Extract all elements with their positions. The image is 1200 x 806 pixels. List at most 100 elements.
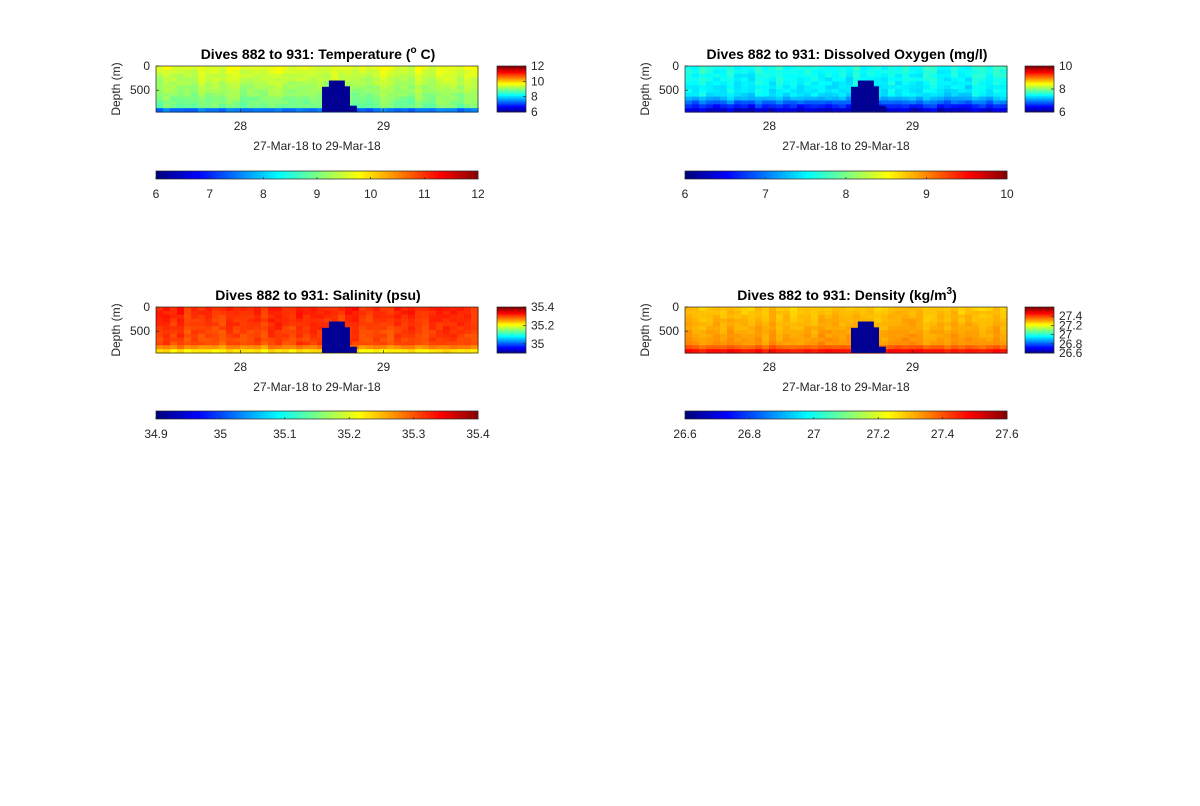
- heatmap-cell: [762, 314, 770, 320]
- heatmap-cell: [1000, 89, 1008, 94]
- heatmap-cell: [818, 318, 826, 323]
- heatmap-cell: [184, 349, 192, 354]
- colorbar-swatch: [321, 411, 326, 419]
- heatmap-cell: [163, 349, 171, 354]
- heatmap-cell: [226, 96, 234, 102]
- heatmap-cell: [303, 337, 311, 343]
- heatmap-cell: [769, 326, 777, 331]
- heatmap-cell: [401, 318, 409, 323]
- heatmap-cell: [811, 314, 819, 320]
- heatmap-cell: [289, 96, 297, 102]
- heatmap-cell: [881, 73, 889, 79]
- heatmap-cell: [471, 333, 479, 339]
- heatmap-cell: [825, 314, 833, 320]
- colorbar-tick-label: 10: [364, 187, 378, 201]
- heatmap-cell: [993, 314, 1001, 320]
- heatmap-cell: [909, 104, 917, 109]
- heatmap-cell: [247, 73, 255, 79]
- heatmap-cell: [303, 310, 311, 316]
- heatmap-cell: [394, 85, 402, 90]
- heatmap-cell: [811, 330, 819, 335]
- heatmap-cell: [979, 92, 987, 98]
- colorbar-swatch: [497, 84, 526, 86]
- heatmap-cell: [289, 100, 297, 105]
- colorbar-swatch: [1025, 308, 1054, 310]
- colorbar-swatch: [393, 171, 398, 179]
- colorbar-tick-label: 9: [923, 187, 930, 201]
- colorbar-swatch: [497, 317, 526, 319]
- colorbar-swatch: [292, 171, 298, 179]
- heatmap-cell: [1000, 77, 1008, 82]
- heatmap-cell: [464, 89, 472, 94]
- heatmap-cell: [359, 85, 367, 90]
- heatmap-cell: [839, 96, 847, 102]
- heatmap-cell: [783, 92, 791, 98]
- colorbar-swatch: [789, 411, 795, 419]
- heatmap-cell: [240, 89, 248, 94]
- heatmap-cell: [296, 77, 304, 82]
- heatmap-cell: [734, 89, 742, 94]
- heatmap-cell: [422, 108, 430, 113]
- heatmap-cell: [457, 326, 465, 331]
- heatmap-cell: [275, 69, 283, 75]
- heatmap-cell: [247, 66, 255, 71]
- colorbar-swatch: [982, 171, 988, 179]
- heatmap-cell: [408, 104, 416, 109]
- colorbar-swatch: [1025, 77, 1054, 80]
- heatmap-cell: [450, 96, 458, 102]
- heatmap-cell: [261, 73, 269, 79]
- heatmap-cell: [443, 81, 451, 86]
- heatmap-cell: [254, 345, 262, 350]
- heatmap-cell: [930, 85, 938, 90]
- colorbar-swatch: [962, 411, 968, 419]
- heatmap-cell: [380, 310, 388, 316]
- heatmap-cell: [296, 69, 304, 75]
- heatmap-cell: [902, 89, 910, 94]
- heatmap-cell: [811, 322, 819, 327]
- heatmap-cell: [965, 96, 973, 102]
- side-colorbar: 35.435.235: [496, 300, 555, 354]
- heatmap-cell: [408, 318, 416, 323]
- heatmap-cell: [471, 345, 479, 350]
- heatmap-cell: [373, 349, 381, 354]
- heatmap-cell: [268, 81, 276, 86]
- heatmap-cell: [240, 77, 248, 82]
- y-tick-label: 500: [659, 324, 679, 338]
- heatmap-cell: [464, 85, 472, 90]
- heatmap-cell: [979, 310, 987, 316]
- heatmap-cell: [247, 81, 255, 86]
- colorbar-swatch: [729, 411, 734, 419]
- heatmap-cell: [741, 73, 749, 79]
- colorbar-swatch: [705, 171, 710, 179]
- heatmap-cell: [944, 69, 952, 75]
- heatmap-cell: [205, 314, 213, 320]
- heatmap-cell: [261, 322, 269, 327]
- heatmap-cell: [923, 341, 931, 346]
- heatmap-cell: [156, 92, 164, 98]
- heatmap-cell: [380, 326, 388, 331]
- colorbar-swatch: [188, 171, 193, 179]
- heatmap-cell: [219, 310, 227, 316]
- colorbar-swatch: [212, 171, 217, 179]
- colorbar-swatch: [1025, 100, 1054, 103]
- colorbar-swatch: [990, 171, 996, 179]
- heatmap-cell: [352, 330, 360, 335]
- heatmap-cell: [874, 307, 882, 312]
- heatmap-cell: [846, 345, 854, 350]
- heatmap-cell: [734, 85, 742, 90]
- heatmap-cell: [247, 337, 255, 343]
- colorbar-swatch: [1025, 91, 1054, 93]
- heatmap-cell: [156, 66, 164, 71]
- heatmap-cell: [916, 81, 924, 86]
- colorbar-swatch: [1025, 86, 1054, 89]
- heatmap-cell: [240, 104, 248, 109]
- heatmap-cell: [713, 341, 721, 346]
- heatmap-cell: [303, 69, 311, 75]
- colorbar-swatch: [160, 411, 165, 419]
- heatmap-cell: [205, 89, 213, 94]
- heatmap-cell: [352, 73, 360, 79]
- heatmap-cell: [685, 330, 693, 335]
- colorbar-swatch: [321, 171, 326, 179]
- heatmap-cell: [825, 307, 833, 312]
- heatmap-cell: [916, 322, 924, 327]
